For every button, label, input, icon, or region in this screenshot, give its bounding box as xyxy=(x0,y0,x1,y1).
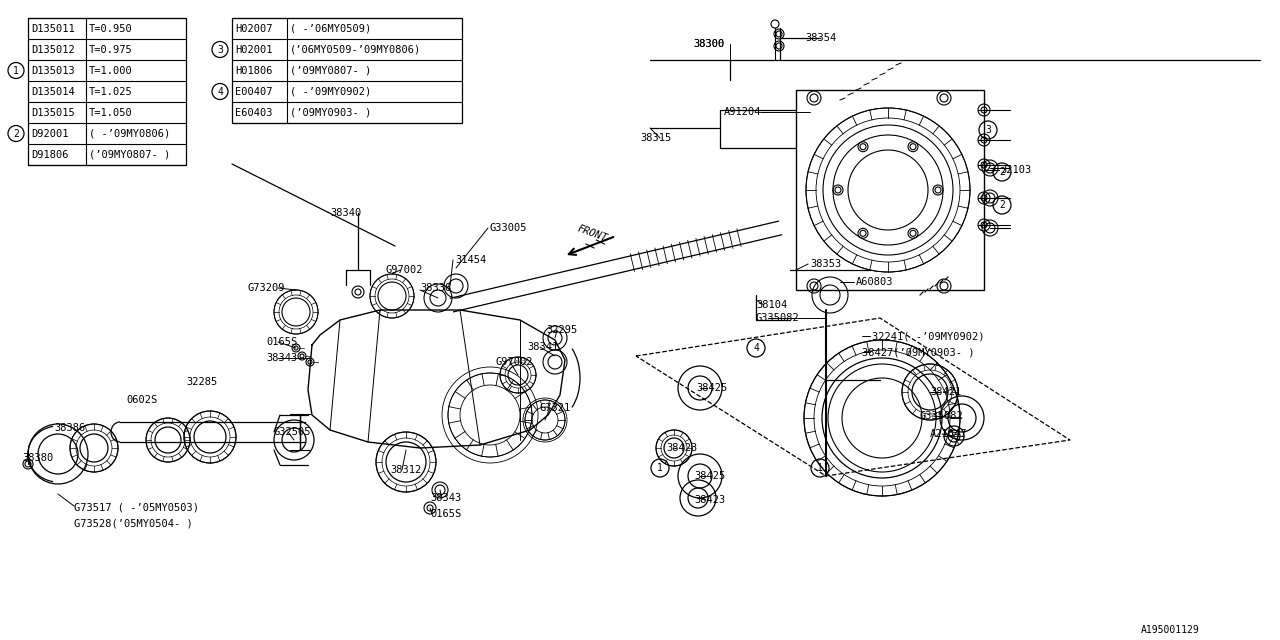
Text: G97002: G97002 xyxy=(387,265,424,275)
Text: 32295: 32295 xyxy=(547,325,577,335)
Text: 38343: 38343 xyxy=(430,493,461,503)
Text: E00407: E00407 xyxy=(236,86,273,97)
Text: ( -’09MY0902): ( -’09MY0902) xyxy=(291,86,371,97)
Text: 38380: 38380 xyxy=(22,453,54,463)
Text: 38353: 38353 xyxy=(810,259,841,269)
Text: 4: 4 xyxy=(218,86,223,97)
Text: (’09MY0807- ): (’09MY0807- ) xyxy=(90,150,170,159)
Text: 38340: 38340 xyxy=(330,208,361,218)
Text: H02007: H02007 xyxy=(236,24,273,33)
Text: D92001: D92001 xyxy=(31,129,69,138)
Text: A60803: A60803 xyxy=(856,277,893,287)
Text: H01806: H01806 xyxy=(236,65,273,76)
Text: E60403: E60403 xyxy=(236,108,273,118)
Text: A91204: A91204 xyxy=(724,107,762,117)
Text: 32285: 32285 xyxy=(186,377,218,387)
Text: (’09MY0903- ): (’09MY0903- ) xyxy=(291,108,371,118)
Text: 38354: 38354 xyxy=(805,33,836,43)
Text: D135011: D135011 xyxy=(31,24,74,33)
Text: 0602S: 0602S xyxy=(125,395,157,405)
Text: 32241( -’09MY0902): 32241( -’09MY0902) xyxy=(872,331,984,341)
Text: G33005: G33005 xyxy=(490,223,527,233)
Text: 2: 2 xyxy=(13,129,19,138)
Text: 2: 2 xyxy=(1000,200,1005,210)
Text: G7321: G7321 xyxy=(540,403,571,413)
Text: 31454: 31454 xyxy=(454,255,486,265)
Text: D135013: D135013 xyxy=(31,65,74,76)
Text: 38300: 38300 xyxy=(692,39,724,49)
Text: 38427(’09MY0903- ): 38427(’09MY0903- ) xyxy=(861,347,974,357)
Text: 38421: 38421 xyxy=(931,387,961,397)
Text: 38425: 38425 xyxy=(694,471,726,481)
Text: D91806: D91806 xyxy=(31,150,69,159)
Text: 1: 1 xyxy=(657,463,663,473)
Text: G32505: G32505 xyxy=(274,427,311,437)
Text: G335082: G335082 xyxy=(756,313,800,323)
Text: ( -’06MY0509): ( -’06MY0509) xyxy=(291,24,371,33)
Text: 4: 4 xyxy=(753,343,759,353)
Text: 38425: 38425 xyxy=(696,383,727,393)
Text: D135015: D135015 xyxy=(31,108,74,118)
Text: G73528(’05MY0504- ): G73528(’05MY0504- ) xyxy=(74,519,193,529)
Text: 1: 1 xyxy=(13,65,19,76)
Text: 3: 3 xyxy=(218,45,223,54)
Text: G335082: G335082 xyxy=(920,411,964,421)
Text: T=1.050: T=1.050 xyxy=(90,108,133,118)
Text: FRONT: FRONT xyxy=(576,224,608,244)
Text: H02001: H02001 xyxy=(236,45,273,54)
Text: 32103: 32103 xyxy=(1000,165,1032,175)
Text: A21047: A21047 xyxy=(931,429,968,439)
Text: T=1.025: T=1.025 xyxy=(90,86,133,97)
Text: 0165S: 0165S xyxy=(430,509,461,519)
Bar xyxy=(232,18,462,123)
Text: (’06MY0509-’09MY0806): (’06MY0509-’09MY0806) xyxy=(291,45,421,54)
Text: 38423: 38423 xyxy=(694,495,726,505)
Text: 0165S: 0165S xyxy=(266,337,297,347)
Text: D135014: D135014 xyxy=(31,86,74,97)
Text: 38104: 38104 xyxy=(756,300,787,310)
Text: A195001129: A195001129 xyxy=(1142,625,1201,635)
Bar xyxy=(28,18,186,165)
Text: T=0.950: T=0.950 xyxy=(90,24,133,33)
Text: 38423: 38423 xyxy=(666,443,698,453)
Bar xyxy=(796,90,984,290)
Text: 38341: 38341 xyxy=(527,342,558,352)
Text: T=0.975: T=0.975 xyxy=(90,45,133,54)
Text: 38312: 38312 xyxy=(390,465,421,475)
Text: 3: 3 xyxy=(986,125,991,135)
Text: D135012: D135012 xyxy=(31,45,74,54)
Text: 1: 1 xyxy=(817,463,823,473)
Text: ( -’09MY0806): ( -’09MY0806) xyxy=(90,129,170,138)
Text: G97002: G97002 xyxy=(497,357,534,367)
Text: 38315: 38315 xyxy=(640,133,671,143)
Text: 38343: 38343 xyxy=(266,353,297,363)
Text: 38386: 38386 xyxy=(54,423,86,433)
Text: G73517 ( -’05MY0503): G73517 ( -’05MY0503) xyxy=(74,503,198,513)
Text: 38300: 38300 xyxy=(692,39,724,49)
Text: G73209: G73209 xyxy=(248,283,285,293)
Text: 38336: 38336 xyxy=(420,283,452,293)
Text: (’09MY0807- ): (’09MY0807- ) xyxy=(291,65,371,76)
Text: 2: 2 xyxy=(1000,167,1005,177)
Text: T=1.000: T=1.000 xyxy=(90,65,133,76)
